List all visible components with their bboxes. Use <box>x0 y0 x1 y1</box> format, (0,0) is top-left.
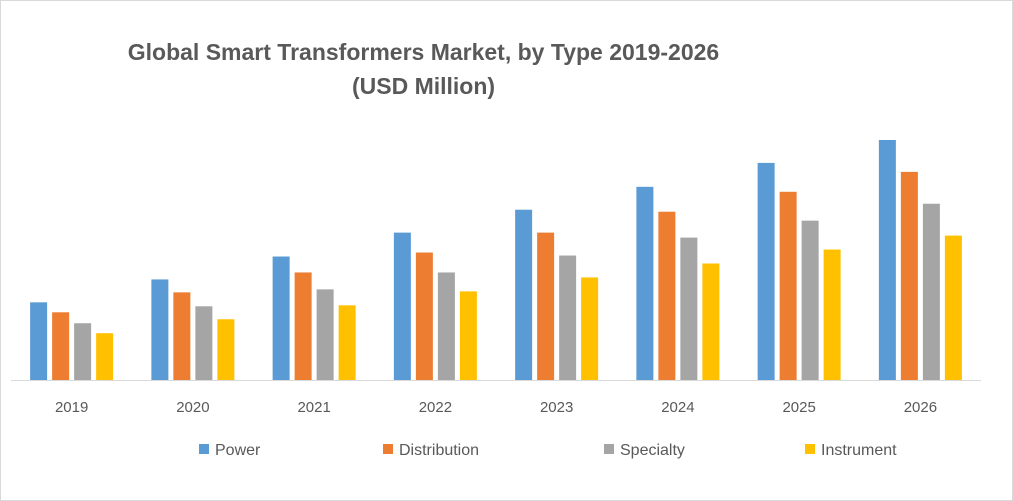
bar-distribution-2026 <box>900 171 918 380</box>
bar-distribution-2021 <box>294 272 312 380</box>
bar-power-2024 <box>636 186 654 380</box>
chart-title: Global Smart Transformers Market, by Typ… <box>1 35 846 103</box>
bar-power-2026 <box>878 140 896 380</box>
bar-distribution-2020 <box>173 292 191 380</box>
legend-swatch-power <box>199 444 209 454</box>
x-tick-label: 2019 <box>55 399 88 416</box>
bar-specialty-2020 <box>195 306 213 380</box>
bar-instrument-2025 <box>823 249 841 380</box>
chart-title-line-1: Global Smart Transformers Market, by Typ… <box>127 39 720 65</box>
bar-power-2021 <box>272 256 290 380</box>
bar-power-2025 <box>757 162 775 380</box>
x-tick-label: 2020 <box>176 399 209 416</box>
bar-distribution-2022 <box>415 252 433 380</box>
bar-instrument-2020 <box>217 319 235 380</box>
bar-specialty-2024 <box>680 237 698 380</box>
legend-swatch-instrument <box>805 444 815 454</box>
bar-instrument-2026 <box>944 235 962 380</box>
bar-instrument-2023 <box>581 277 599 380</box>
legend-label-instrument: Instrument <box>821 442 897 459</box>
legend-swatch-specialty <box>604 444 614 454</box>
bar-power-2022 <box>393 232 411 380</box>
bar-distribution-2019 <box>52 312 70 380</box>
bar-power-2019 <box>30 302 48 380</box>
x-tick-label: 2021 <box>297 399 330 416</box>
bar-specialty-2022 <box>437 272 455 380</box>
x-tick-label: 2026 <box>904 399 937 416</box>
bar-instrument-2022 <box>459 291 477 380</box>
bar-specialty-2025 <box>801 220 819 380</box>
bar-instrument-2024 <box>702 263 720 380</box>
legend-label-power: Power <box>215 442 261 459</box>
bar-power-2020 <box>151 279 169 380</box>
legend-swatch-distribution <box>383 444 393 454</box>
bar-instrument-2021 <box>338 305 356 380</box>
bar-specialty-2026 <box>922 203 940 380</box>
bar-specialty-2023 <box>559 255 577 380</box>
bar-distribution-2024 <box>658 211 676 380</box>
chart-title-line-2: (USD Million) <box>351 73 496 99</box>
x-tick-label: 2022 <box>419 399 452 416</box>
x-tick-label: 2025 <box>782 399 815 416</box>
legend-label-specialty: Specialty <box>620 442 685 459</box>
bar-specialty-2021 <box>316 289 334 380</box>
bar-instrument-2019 <box>96 333 114 380</box>
bar-specialty-2019 <box>74 323 92 380</box>
legend-label-distribution: Distribution <box>399 442 479 459</box>
bar-power-2023 <box>515 209 533 380</box>
x-tick-label: 2023 <box>540 399 573 416</box>
bar-distribution-2023 <box>537 232 555 380</box>
x-tick-label: 2024 <box>661 399 694 416</box>
bar-distribution-2025 <box>779 191 797 380</box>
